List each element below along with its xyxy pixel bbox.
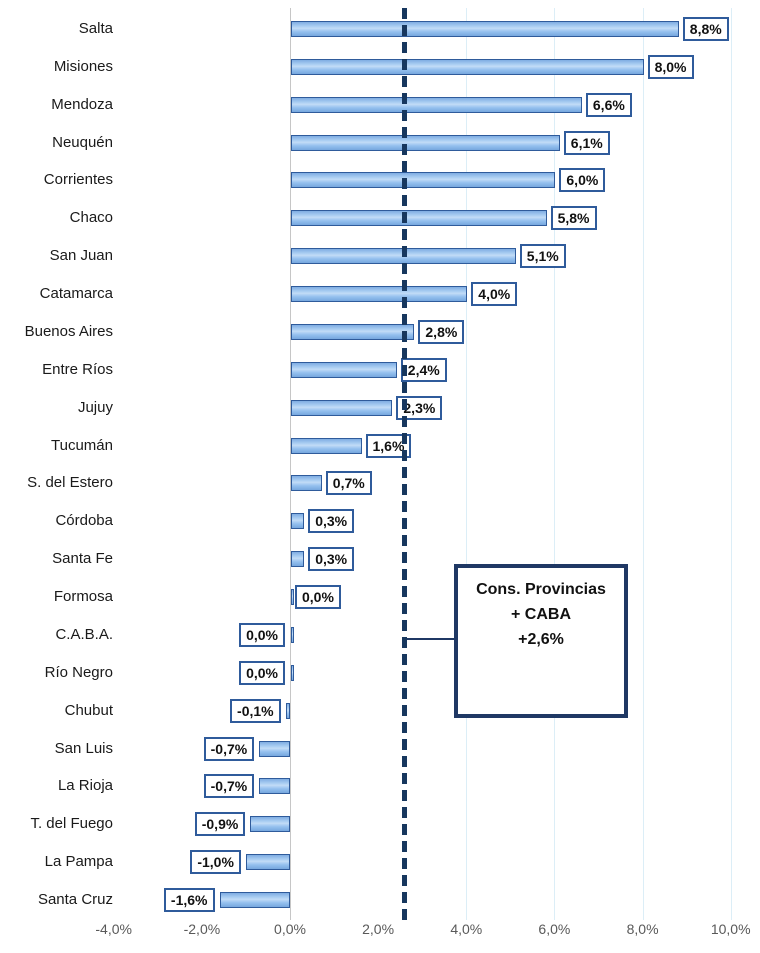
- x-tick-label: -4,0%: [95, 921, 132, 937]
- value-label: -0,7%: [203, 774, 255, 799]
- category-label: Salta: [78, 19, 113, 37]
- annotation-line-2: + CABA: [510, 606, 571, 623]
- category-label: Misiones: [53, 57, 113, 75]
- bar: [285, 702, 290, 719]
- value-label: -0,9%: [194, 812, 246, 837]
- bar: [291, 589, 294, 606]
- annotation-connector-line: [404, 638, 454, 640]
- value-label: 0,3%: [308, 547, 355, 572]
- bar: [259, 778, 290, 795]
- bar: [291, 513, 305, 530]
- category-label: C.A.B.A.: [55, 625, 113, 643]
- bar: [291, 210, 547, 227]
- reference-dashed-line: [402, 8, 408, 922]
- category-label: Río Negro: [44, 663, 113, 681]
- value-label: 0,0%: [295, 585, 341, 610]
- value-label: 5,1%: [519, 244, 566, 269]
- category-label: Buenos Aires: [24, 322, 113, 340]
- value-label: 8,0%: [647, 54, 694, 79]
- bar: [259, 740, 290, 757]
- value-label: 0,0%: [239, 660, 285, 685]
- category-label: Santa Fe: [52, 550, 113, 568]
- value-label: 0,7%: [325, 471, 372, 496]
- category-label: Córdoba: [55, 512, 113, 530]
- category-label: T. del Fuego: [30, 815, 113, 833]
- x-tick-label: 2,0%: [362, 921, 395, 937]
- category-label: Chubut: [64, 701, 113, 719]
- value-label: -1,0%: [190, 850, 241, 875]
- gridline: [466, 8, 468, 920]
- bar: [291, 20, 679, 37]
- value-label: -1,6%: [163, 888, 215, 913]
- value-label: -0,1%: [230, 698, 281, 723]
- category-label: Corrientes: [43, 171, 113, 189]
- value-label: 0,0%: [239, 622, 285, 647]
- annotation-line-1: Cons. Provincias: [476, 581, 606, 598]
- gridline: [730, 8, 732, 920]
- x-tick-label: -2,0%: [183, 921, 221, 937]
- annotation-line-3: +2,6%: [518, 631, 564, 648]
- gridline: [642, 8, 644, 920]
- category-label: Mendoza: [51, 95, 113, 113]
- bar: [291, 58, 644, 75]
- bar: [291, 323, 415, 340]
- category-label: Jujuy: [77, 398, 113, 416]
- bar: [291, 96, 582, 113]
- value-label: 0,3%: [308, 509, 355, 534]
- value-label: -0,7%: [203, 736, 255, 761]
- category-label: Formosa: [53, 588, 113, 606]
- category-label: San Juan: [49, 247, 113, 265]
- category-label: Entre Ríos: [42, 360, 113, 378]
- value-label: 6,1%: [563, 130, 610, 155]
- category-label: San Luis: [54, 739, 113, 757]
- bar: [291, 134, 560, 151]
- bar: [219, 892, 290, 909]
- bar: [250, 816, 290, 833]
- value-label: 2,8%: [418, 319, 465, 344]
- x-tick-label: 8,0%: [626, 921, 659, 937]
- category-label: Chaco: [69, 209, 113, 227]
- value-label: 5,8%: [550, 206, 597, 231]
- bar: [291, 437, 362, 454]
- category-label: Neuquén: [52, 133, 113, 151]
- category-label: La Rioja: [57, 777, 113, 795]
- bar: [291, 551, 305, 568]
- bar: [291, 399, 393, 416]
- bar: [291, 172, 556, 189]
- category-label: Santa Cruz: [37, 891, 113, 909]
- zero-axis-line: [290, 8, 291, 920]
- annotation-box: Cons. Provincias + CABA +2,6%: [454, 564, 628, 718]
- x-tick-label: 6,0%: [538, 921, 571, 937]
- bar: [291, 664, 294, 681]
- category-label: S. del Estero: [27, 474, 113, 492]
- bar: [245, 854, 290, 871]
- bar: [291, 286, 468, 303]
- x-tick-label: 4,0%: [450, 921, 483, 937]
- x-tick-label: 0,0%: [274, 921, 306, 937]
- gridline: [554, 8, 556, 920]
- value-label: 2,4%: [400, 357, 447, 382]
- bar: [291, 475, 322, 492]
- category-label: La Pampa: [44, 853, 113, 871]
- category-label: Tucumán: [51, 436, 113, 454]
- value-label: 4,0%: [471, 282, 518, 307]
- bar: [291, 626, 294, 643]
- bar: [291, 361, 397, 378]
- value-label: 6,6%: [585, 92, 632, 117]
- value-label: 8,8%: [682, 16, 729, 41]
- value-label: 6,0%: [559, 168, 606, 193]
- category-label: Catamarca: [39, 285, 113, 303]
- x-tick-label: 10,0%: [710, 921, 751, 937]
